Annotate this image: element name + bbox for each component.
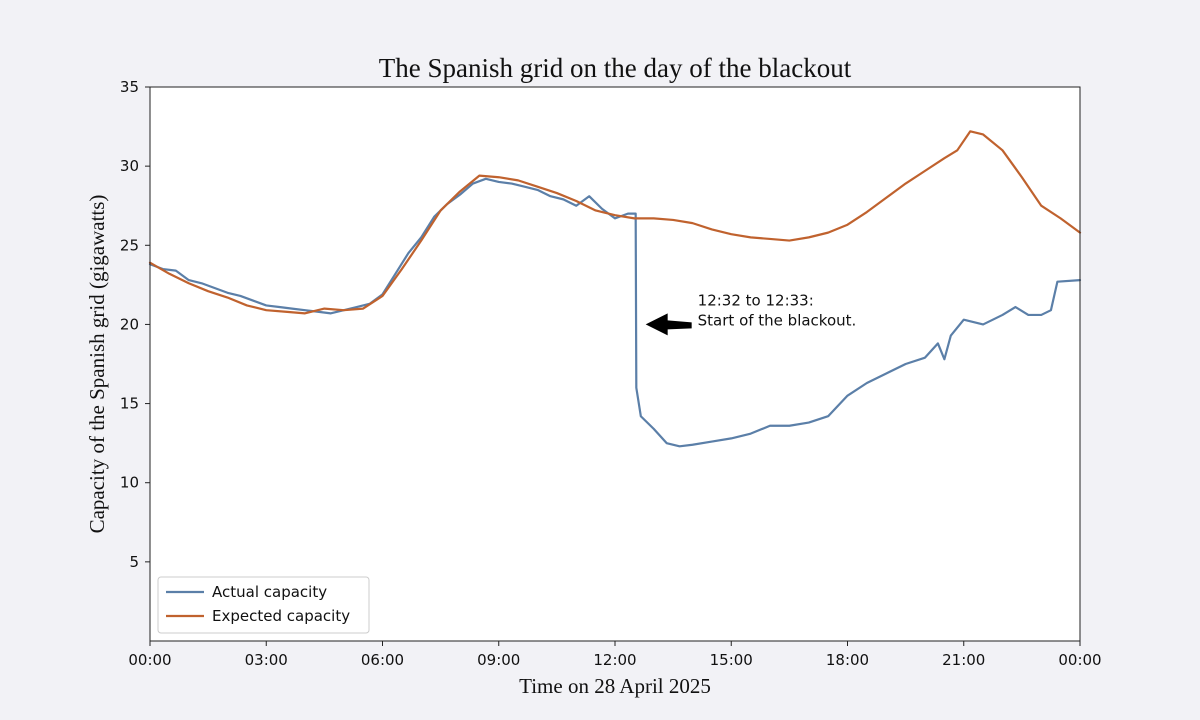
legend: Actual capacity Expected capacity — [157, 576, 370, 634]
x-axis-label: Time on 28 April 2025 — [519, 674, 711, 698]
annotation-text-line2: Start of the blackout. — [698, 311, 857, 329]
series-line-expected — [148, 130, 1082, 315]
legend-entry: Actual capacity — [212, 583, 327, 601]
y-tick-label: 5 — [129, 553, 139, 571]
y-tick-label: 20 — [120, 315, 139, 333]
x-tick-label: 12:00 — [593, 651, 636, 669]
x-tick-label: 15:00 — [710, 651, 753, 669]
chart-title: The Spanish grid on the day of the black… — [379, 53, 852, 83]
annotation-arrow — [645, 313, 692, 336]
y-tick-label: 10 — [120, 474, 139, 492]
y-tick-label: 30 — [120, 157, 139, 175]
y-axis-label: Capacity of the Spanish grid (gigawatts) — [85, 195, 109, 534]
y-tick-label: 25 — [120, 236, 139, 254]
plot-background — [150, 87, 1080, 641]
x-tick-label: 00:00 — [128, 651, 171, 669]
y-tick-label: 35 — [120, 78, 139, 96]
series-line-actual — [148, 177, 1082, 448]
x-tick-label: 18:00 — [826, 651, 869, 669]
x-tick-label: 06:00 — [361, 651, 404, 669]
y-tick-label: 15 — [120, 395, 139, 413]
legend-box — [157, 576, 370, 634]
x-tick-label: 09:00 — [477, 651, 520, 669]
legend-entry: Expected capacity — [212, 607, 350, 625]
x-tick-label: 00:00 — [1058, 651, 1101, 669]
plot-area: 00:00 03:00 06:00 09:00 12:00 15:00 18:00 21:00… — [120, 78, 1102, 669]
annotation-text-line1: 12:32 to 12:33: — [698, 291, 814, 309]
x-tick-label: 03:00 — [245, 651, 288, 669]
x-tick-label: 21:00 — [942, 651, 985, 669]
